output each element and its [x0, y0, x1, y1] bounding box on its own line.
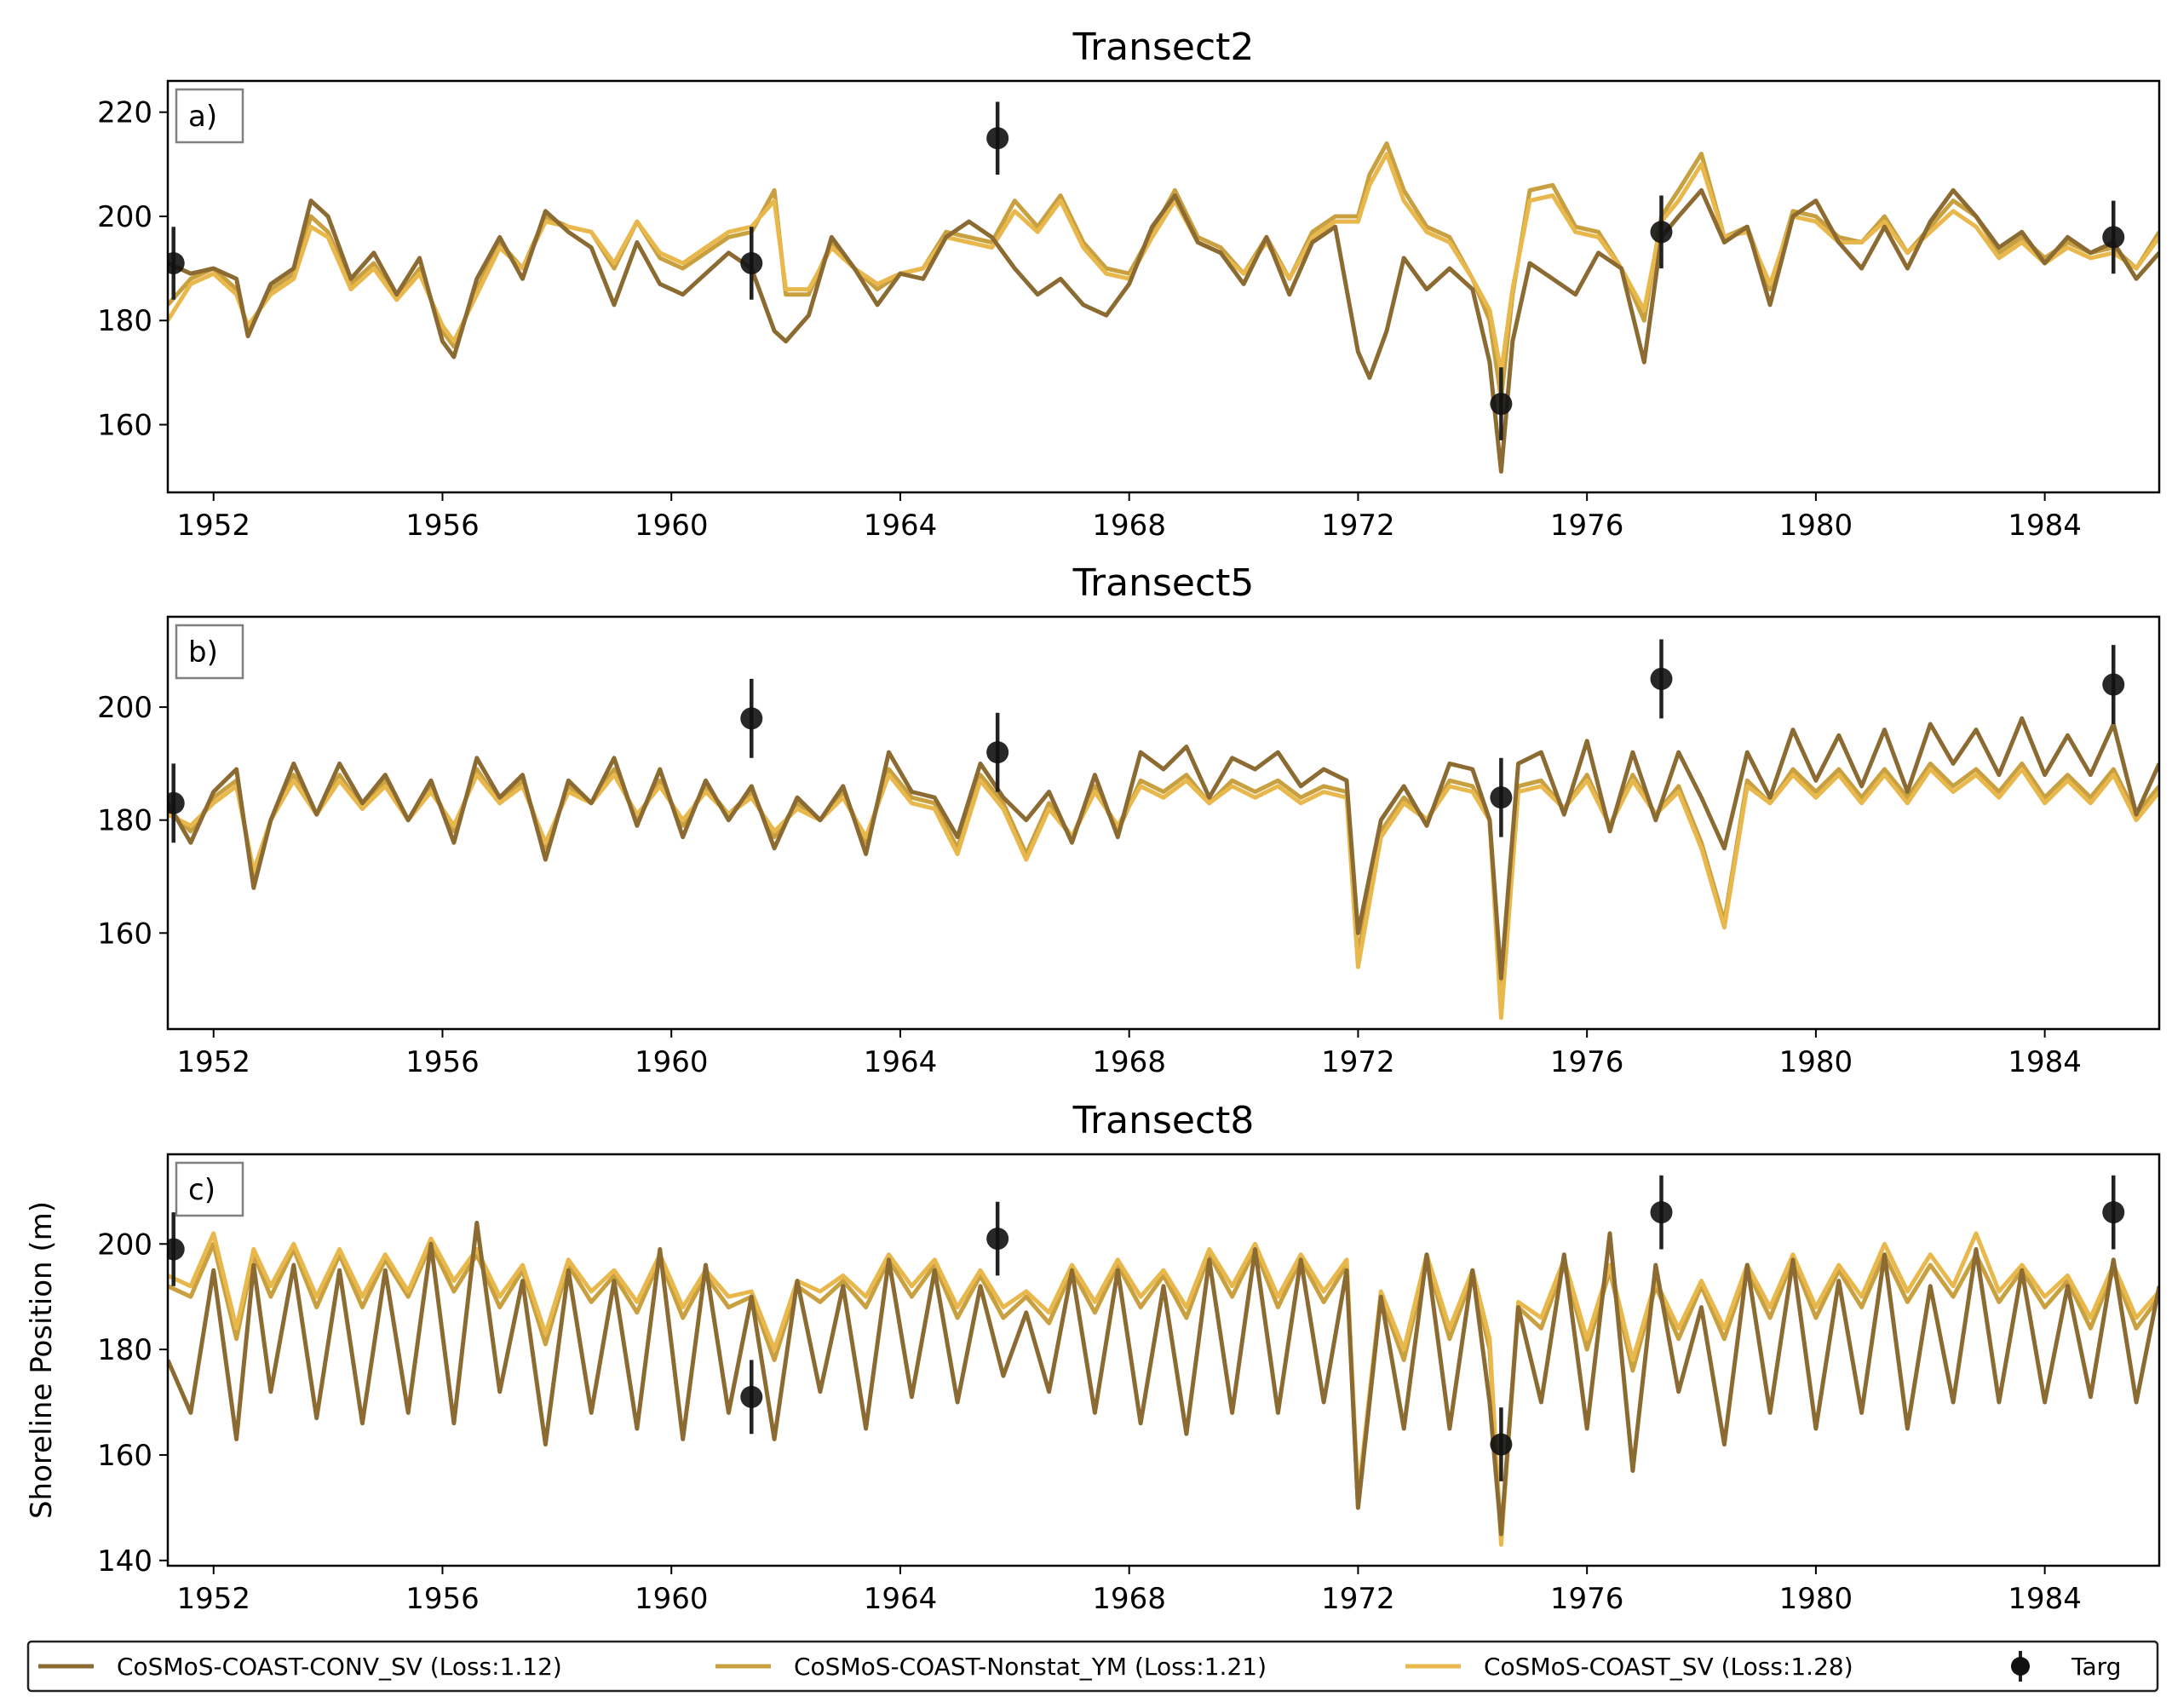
plot-area: [168, 639, 2159, 1021]
target-point: [1490, 786, 1513, 809]
panel-2: Transect5 1952 1956 1960 1964 1968 1972 1976 198…: [97, 561, 2161, 1079]
y-tick-label: 200: [97, 691, 152, 725]
x-tick-label: 1972: [1321, 509, 1395, 543]
legend: CoSMoS-COAST-CONV_SV (Loss:1.12) CoSMoS-C…: [26, 1640, 2159, 1693]
plot-area: [168, 1175, 2159, 1547]
series-line-2: [168, 141, 2159, 401]
series-line-3: [168, 767, 2159, 1021]
series-line-1: [168, 716, 2159, 981]
x-tick-label: 1984: [2008, 1045, 2082, 1079]
x-tick-label: 1964: [864, 1582, 938, 1616]
legend-entry-label: CoSMoS-COAST-CONV_SV (Loss:1.12): [117, 1653, 562, 1681]
legend-entry-label: CoSMoS-COAST_SV (Loss:1.28): [1484, 1653, 1853, 1681]
y-tick-label: 180: [97, 304, 152, 338]
panel-tag: c): [188, 1173, 215, 1207]
plot-area: [168, 101, 2159, 474]
panel-tag-box: [175, 1161, 244, 1217]
x-tick-label: 1976: [1550, 1045, 1624, 1079]
x-tick-label: 1968: [1092, 509, 1166, 543]
target-point: [168, 1238, 185, 1261]
target-point: [1650, 221, 1673, 244]
axes-frame: [166, 615, 2161, 1031]
x-tick-label: 1968: [1092, 1582, 1166, 1616]
y-tick-label: 160: [97, 409, 152, 443]
y-tick-label: 140: [97, 1544, 152, 1579]
x-tick-label: 1952: [176, 1582, 250, 1616]
panel-title: Transect8: [1072, 1099, 1255, 1142]
legend-entry-label: CoSMoS-COAST-Nonstat_YM (Loss:1.21): [794, 1653, 1267, 1681]
x-tick-label: 1952: [176, 1045, 250, 1079]
y-tick-label: 160: [97, 917, 152, 951]
series-line-3: [168, 152, 2159, 375]
legend-entry-label: Targ: [2071, 1653, 2121, 1681]
panel-title: Transect2: [1072, 26, 1255, 69]
x-tick-label: 1972: [1321, 1045, 1395, 1079]
x-tick-label: 1980: [1779, 1582, 1853, 1616]
x-tick-label: 1956: [405, 1045, 480, 1079]
x-tick-label: 1980: [1779, 1045, 1853, 1079]
legend-swatch-point: [2011, 1657, 2030, 1676]
panel-1: Transect2 1952 1956 1960 1964 1968 1972 1976 198…: [97, 26, 2161, 543]
target-point: [740, 707, 763, 730]
x-tick-label: 1984: [2008, 1582, 2082, 1616]
target-point: [986, 127, 1009, 150]
x-tick-label: 1976: [1550, 509, 1624, 543]
panel-tag-box: [175, 624, 244, 680]
x-tick-label: 1980: [1779, 509, 1853, 543]
target-point: [986, 741, 1009, 764]
y-tick-label: 200: [97, 200, 152, 234]
target-point: [2102, 1201, 2125, 1224]
target-point: [740, 1385, 763, 1408]
axes-frame: [166, 1153, 2161, 1567]
target-point: [168, 791, 185, 814]
panel-tag: a): [188, 100, 217, 134]
x-tick-label: 1984: [2008, 509, 2082, 543]
x-tick-label: 1956: [405, 1582, 480, 1616]
x-tick-label: 1972: [1321, 1582, 1395, 1616]
x-tick-label: 1960: [635, 509, 709, 543]
x-tick-label: 1976: [1550, 1582, 1624, 1616]
x-tick-label: 1956: [405, 509, 480, 543]
target-point: [2102, 673, 2125, 696]
y-tick-label: 200: [97, 1228, 152, 1262]
y-axis-label: Shoreline Position (m): [25, 1201, 59, 1519]
target-point: [2102, 226, 2125, 249]
x-tick-label: 1964: [864, 1045, 938, 1079]
x-tick-label: 1964: [864, 509, 938, 543]
series-line-1: [168, 187, 2159, 474]
x-tick-label: 1960: [635, 1045, 709, 1079]
x-tick-label: 1968: [1092, 1045, 1166, 1079]
panel-title: Transect5: [1072, 561, 1255, 605]
y-tick-label: 220: [97, 96, 152, 130]
target-point: [1650, 667, 1673, 690]
x-tick-label: 1952: [176, 509, 250, 543]
y-tick-label: 160: [97, 1439, 152, 1473]
y-tick-label: 180: [97, 1333, 152, 1367]
series-line-2: [168, 1241, 2159, 1542]
target-point: [1650, 1201, 1673, 1224]
panel-tag-box: [175, 88, 244, 144]
target-point: [986, 1228, 1009, 1251]
axes-frame: [166, 79, 2161, 494]
target-point: [1490, 393, 1513, 416]
series-line-3: [168, 1231, 2159, 1547]
target-point: [740, 251, 763, 274]
y-tick-label: 180: [97, 804, 152, 838]
panel-tag: b): [188, 635, 218, 670]
legend-box: [26, 1640, 2159, 1693]
target-point: [1490, 1433, 1513, 1456]
x-tick-label: 1960: [635, 1582, 709, 1616]
panel-3: Transect8 1952 1956 1960 1964 1968 1972 1976 198…: [25, 1099, 2161, 1616]
target-point: [168, 251, 185, 274]
series-line-1: [168, 1221, 2159, 1537]
